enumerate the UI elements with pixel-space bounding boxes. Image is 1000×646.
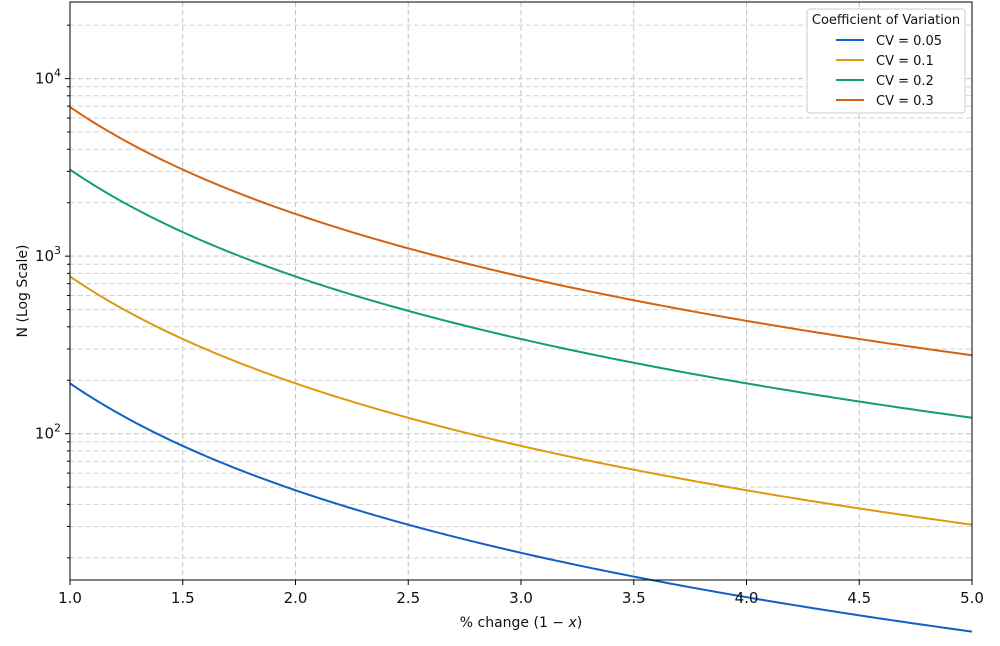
series-line-cv-0-05 — [69, 382, 973, 633]
x-tick-label: 3.5 — [622, 589, 646, 607]
y-tick-label: 104 — [35, 67, 61, 88]
y-tick-label: 102 — [35, 422, 61, 443]
x-tick-label: 5.0 — [960, 589, 984, 607]
legend-box — [806, 8, 966, 114]
x-axis-ticks: 1.0 1.5 2.0 2.5 3.0 3.5 4.0 4.5 5.0 — [58, 580, 984, 607]
x-tick-label: 4.5 — [847, 589, 871, 607]
x-tick-label: 1.5 — [171, 589, 195, 607]
grid — [69, 2, 973, 580]
series-line-cv-0-1 — [69, 275, 973, 526]
series-line-cv-0-2 — [69, 168, 973, 419]
x-tick-label: 3.0 — [509, 589, 533, 607]
y-axis-label: N (Log Scale) — [15, 245, 31, 338]
x-tick-label: 2.0 — [284, 589, 308, 607]
legend-entry-label: CV = 0.2 — [876, 74, 934, 89]
y-tick-label: 103 — [35, 244, 61, 265]
x-tick-label: 4.0 — [735, 589, 759, 607]
legend-entry-label: CV = 0.1 — [876, 54, 934, 69]
x-axis-label: % change (1 − x) — [460, 615, 583, 631]
series-lines — [69, 106, 973, 633]
legend-entry-label: CV = 0.05 — [876, 34, 942, 49]
legend-items: CV = 0.05 CV = 0.1 CV = 0.2 CV = 0.3 — [836, 34, 942, 109]
x-tick-label: 2.5 — [396, 589, 420, 607]
legend-title: Coefficient of Variation — [812, 13, 960, 28]
x-tick-label: 1.0 — [58, 589, 82, 607]
y-axis-ticks: 102 103 104 — [35, 24, 70, 559]
series-line-cv-0-3 — [69, 106, 973, 357]
legend-entry-label: CV = 0.3 — [876, 94, 934, 109]
